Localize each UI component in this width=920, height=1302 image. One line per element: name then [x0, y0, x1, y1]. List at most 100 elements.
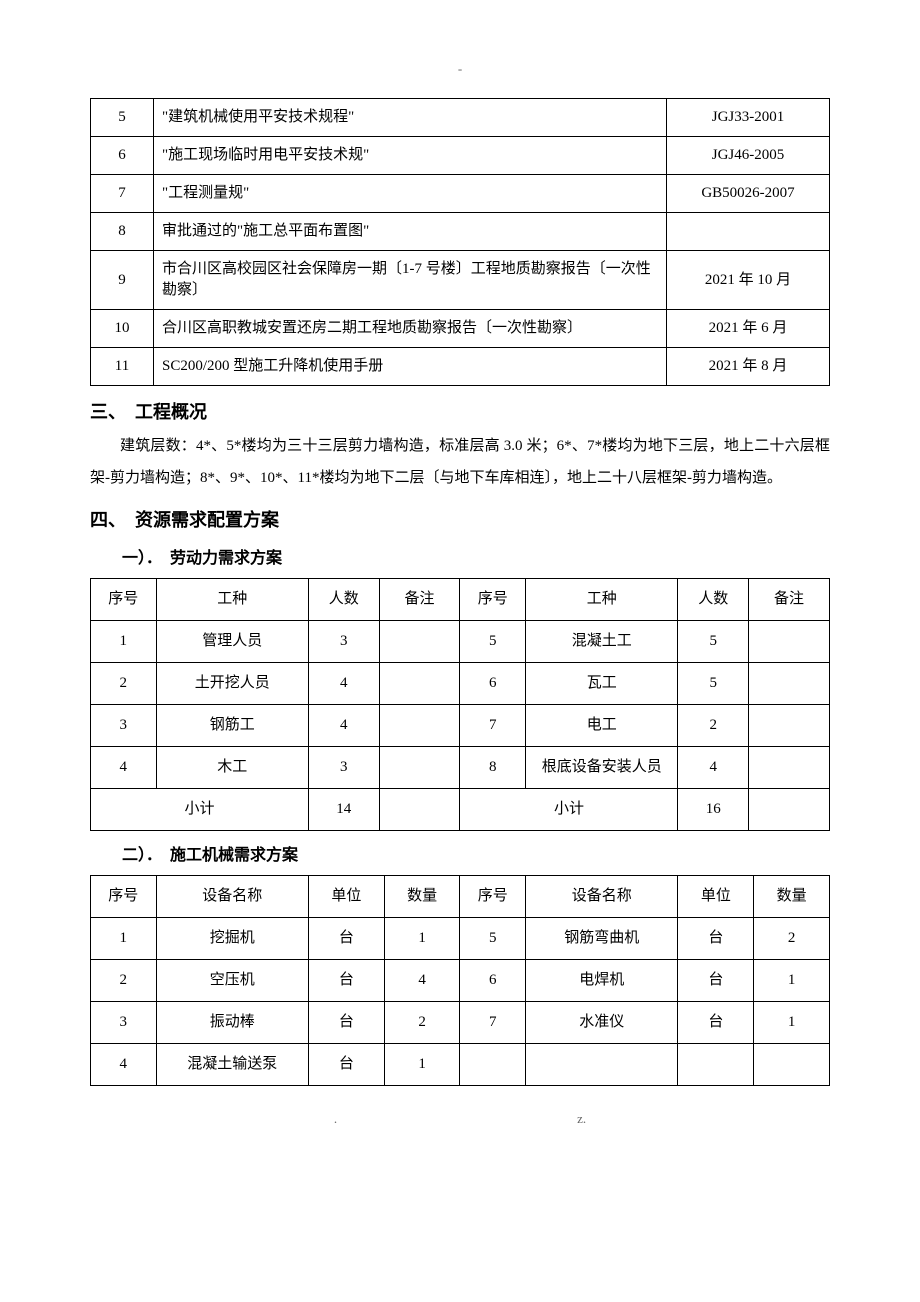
ref-idx: 9: [91, 251, 154, 310]
mach-h-name2: 设备名称: [525, 876, 678, 918]
table-row: 3钢筋工47电工2: [91, 704, 830, 746]
mach-cell: [678, 1044, 754, 1086]
labor-cell: 8: [460, 746, 526, 788]
mach-cell: 1: [384, 1044, 460, 1086]
mach-cell: 水准仪: [525, 1002, 678, 1044]
labor-cell: 5: [678, 620, 749, 662]
ref-code: [667, 213, 830, 251]
machinery-table: 序号 设备名称 单位 数量 序号 设备名称 单位 数量 1挖掘机台15钢筋弯曲机…: [90, 875, 830, 1086]
table-row: 10合川区高职教城安置还房二期工程地质勘察报告〔一次性勘察〕2021 年 6 月: [91, 310, 830, 348]
labor-cell: 6: [460, 662, 526, 704]
labor-cell: [379, 704, 460, 746]
labor-tbody: 1管理人员35混凝土工52土开挖人员46瓦工53钢筋工47电工24木工38根底设…: [91, 620, 830, 830]
table-row: 5"建筑机械使用平安技术规程"JGJ33-2001: [91, 99, 830, 137]
mach-cell: 混凝土输送泵: [156, 1044, 309, 1086]
mach-cell: 4: [91, 1044, 157, 1086]
labor-h-count: 人数: [309, 578, 380, 620]
labor-h-type: 工种: [156, 578, 309, 620]
mach-cell: 台: [678, 960, 754, 1002]
labor-cell: 3: [91, 704, 157, 746]
ref-name: 合川区高职教城安置还房二期工程地质勘察报告〔一次性勘察〕: [154, 310, 667, 348]
section-4-1-title: 一）． 劳动力需求方案: [122, 548, 830, 570]
labor-header-row: 序号 工种 人数 备注 序号 工种 人数 备注: [91, 578, 830, 620]
table-row: 2土开挖人员46瓦工5: [91, 662, 830, 704]
labor-cell: 瓦工: [525, 662, 678, 704]
mach-cell: 台: [678, 918, 754, 960]
references-table: 5"建筑机械使用平安技术规程"JGJ33-20016"施工现场临时用电平安技术规…: [90, 98, 830, 386]
mach-cell: 2: [754, 918, 830, 960]
labor-h-note: 备注: [379, 578, 460, 620]
mach-h-unit: 单位: [309, 876, 385, 918]
table-row: 4混凝土输送泵台1: [91, 1044, 830, 1086]
mach-cell: 振动棒: [156, 1002, 309, 1044]
mach-cell: 4: [384, 960, 460, 1002]
labor-cell: 1: [91, 620, 157, 662]
ref-idx: 7: [91, 175, 154, 213]
ref-name: 市合川区高校园区社会保障房一期〔1-7 号楼〕工程地质勘察报告〔一次性勘察〕: [154, 251, 667, 310]
mach-h-idx2: 序号: [460, 876, 526, 918]
subtotal-label: 小计: [460, 788, 678, 830]
table-row: 3振动棒台27水准仪台1: [91, 1002, 830, 1044]
subtotal-left: 14: [309, 788, 380, 830]
mach-cell: [525, 1044, 678, 1086]
ref-idx: 11: [91, 348, 154, 386]
table-row: 1管理人员35混凝土工5: [91, 620, 830, 662]
labor-h-count2: 人数: [678, 578, 749, 620]
mach-cell: 1: [754, 1002, 830, 1044]
labor-h-type2: 工种: [525, 578, 678, 620]
labor-cell: 混凝土工: [525, 620, 678, 662]
labor-cell: [379, 620, 460, 662]
subtotal-blank: [749, 788, 830, 830]
labor-table: 序号 工种 人数 备注 序号 工种 人数 备注 1管理人员35混凝土工52土开挖…: [90, 578, 830, 831]
subtotal-right: 16: [678, 788, 749, 830]
table-row: 7"工程测量规"GB50026-2007: [91, 175, 830, 213]
labor-cell: 木工: [156, 746, 309, 788]
ref-code: JGJ46-2005: [667, 137, 830, 175]
labor-cell: 5: [678, 662, 749, 704]
labor-cell: 2: [678, 704, 749, 746]
mach-cell: 钢筋弯曲机: [525, 918, 678, 960]
mach-h-qty: 数量: [384, 876, 460, 918]
labor-cell: 5: [460, 620, 526, 662]
labor-cell: 3: [309, 620, 380, 662]
ref-code: 2021 年 10 月: [667, 251, 830, 310]
labor-cell: 3: [309, 746, 380, 788]
ref-idx: 10: [91, 310, 154, 348]
section-4-2-title: 二）． 施工机械需求方案: [122, 845, 830, 867]
table-row: 1挖掘机台15钢筋弯曲机台2: [91, 918, 830, 960]
mach-cell: 3: [91, 1002, 157, 1044]
page-header-mark: -: [90, 60, 830, 78]
mach-cell: 2: [384, 1002, 460, 1044]
labor-cell: 2: [91, 662, 157, 704]
mach-cell: 5: [460, 918, 526, 960]
references-tbody: 5"建筑机械使用平安技术规程"JGJ33-20016"施工现场临时用电平安技术规…: [91, 99, 830, 386]
table-row: 6"施工现场临时用电平安技术规"JGJ46-2005: [91, 137, 830, 175]
footer-left: .: [334, 1111, 337, 1126]
mach-h-name: 设备名称: [156, 876, 309, 918]
ref-name: 审批通过的"施工总平面布置图": [154, 213, 667, 251]
section-3-title: 三、 工程概况: [90, 400, 830, 425]
labor-cell: 钢筋工: [156, 704, 309, 746]
labor-h-idx: 序号: [91, 578, 157, 620]
labor-h-idx2: 序号: [460, 578, 526, 620]
mach-h-idx: 序号: [91, 876, 157, 918]
footer-right: z.: [577, 1111, 586, 1126]
section-4-title: 四、 资源需求配置方案: [90, 508, 830, 533]
ref-name: SC200/200 型施工升降机使用手册: [154, 348, 667, 386]
ref-idx: 6: [91, 137, 154, 175]
mach-cell: 电焊机: [525, 960, 678, 1002]
mach-cell: [460, 1044, 526, 1086]
mach-cell: 1: [384, 918, 460, 960]
mach-cell: 台: [309, 960, 385, 1002]
mach-cell: 空压机: [156, 960, 309, 1002]
subtotal-label: 小计: [91, 788, 309, 830]
labor-subtotal-row: 小计14小计16: [91, 788, 830, 830]
subtotal-blank: [379, 788, 460, 830]
section-3-body: 建筑层数：4*、5*楼均为三十三层剪力墙构造，标准层高 3.0 米；6*、7*楼…: [90, 431, 830, 494]
labor-cell: 4: [91, 746, 157, 788]
labor-cell: 4: [678, 746, 749, 788]
mach-cell: 台: [309, 918, 385, 960]
mach-cell: [754, 1044, 830, 1086]
mach-cell: 2: [91, 960, 157, 1002]
mach-cell: 挖掘机: [156, 918, 309, 960]
